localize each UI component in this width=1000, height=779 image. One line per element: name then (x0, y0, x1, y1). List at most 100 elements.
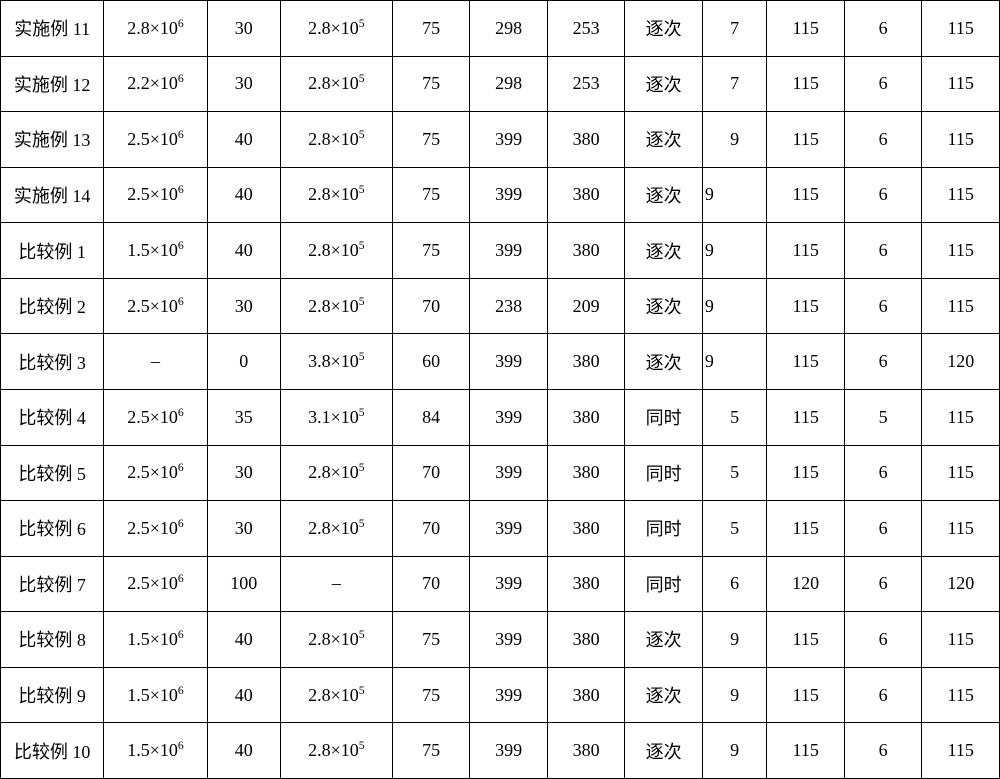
cell-c7: 逐次 (625, 167, 703, 223)
cell-c4: 75 (392, 112, 470, 168)
data-table-container: 实施例 112.8×106302.8×10575298253逐次71156115… (0, 0, 1000, 778)
cell-c6: 380 (547, 667, 625, 723)
cell-c1: 2.5×106 (104, 112, 207, 168)
cell-c6: 380 (547, 223, 625, 279)
cell-c3: 3.8×105 (280, 334, 392, 390)
table-row: 比较例 52.5×106302.8×10570399380同时51156115 (1, 445, 1000, 501)
cell-c3: 2.8×105 (280, 445, 392, 501)
cell-c10: 6 (844, 667, 922, 723)
cell-c4: 75 (392, 667, 470, 723)
cell-c4: 75 (392, 723, 470, 779)
cell-c9: 115 (767, 612, 845, 668)
table-body: 实施例 112.8×106302.8×10575298253逐次71156115… (1, 1, 1000, 779)
cell-c6: 380 (547, 501, 625, 557)
cell-c4: 70 (392, 278, 470, 334)
cell-c5: 298 (470, 56, 548, 112)
table-row: 实施例 122.2×106302.8×10575298253逐次71156115 (1, 56, 1000, 112)
cell-c6: 380 (547, 612, 625, 668)
cell-c5: 399 (470, 334, 548, 390)
cell-c7: 同时 (625, 445, 703, 501)
cell-c1: 2.5×106 (104, 501, 207, 557)
cell-c8: 9 (702, 278, 767, 334)
table-row: 比较例 91.5×106402.8×10575399380逐次91156115 (1, 667, 1000, 723)
cell-c3: 2.8×105 (280, 1, 392, 57)
cell-c10: 6 (844, 612, 922, 668)
cell-c7: 逐次 (625, 56, 703, 112)
cell-c9: 115 (767, 1, 845, 57)
cell-c8: 9 (702, 167, 767, 223)
cell-c2: 30 (207, 1, 280, 57)
cell-c2: 40 (207, 223, 280, 279)
cell-c2: 30 (207, 278, 280, 334)
cell-c6: 380 (547, 112, 625, 168)
cell-c11: 115 (922, 167, 1000, 223)
cell-c7: 逐次 (625, 112, 703, 168)
cell-c2: 0 (207, 334, 280, 390)
cell-c1: 1.5×106 (104, 612, 207, 668)
cell-c8: 5 (702, 501, 767, 557)
cell-c9: 115 (767, 56, 845, 112)
table-row: 比较例 42.5×106353.1×10584399380同时51155115 (1, 389, 1000, 445)
cell-c9: 115 (767, 445, 845, 501)
cell-c2: 30 (207, 56, 280, 112)
cell-c5: 238 (470, 278, 548, 334)
cell-c2: 30 (207, 501, 280, 557)
cell-c11: 115 (922, 223, 1000, 279)
cell-c2: 30 (207, 445, 280, 501)
cell-c8: 5 (702, 389, 767, 445)
cell-c7: 逐次 (625, 278, 703, 334)
cell-c1: 2.5×106 (104, 167, 207, 223)
cell-c8: 7 (702, 1, 767, 57)
data-table: 实施例 112.8×106302.8×10575298253逐次71156115… (0, 0, 1000, 779)
cell-c10: 6 (844, 334, 922, 390)
table-row: 比较例 72.5×106100–70399380同时61206120 (1, 556, 1000, 612)
cell-c4: 70 (392, 501, 470, 557)
cell-c2: 40 (207, 667, 280, 723)
cell-c11: 115 (922, 112, 1000, 168)
cell-c4: 75 (392, 167, 470, 223)
cell-c5: 399 (470, 667, 548, 723)
cell-c1: 1.5×106 (104, 723, 207, 779)
cell-c7: 同时 (625, 389, 703, 445)
cell-c8: 6 (702, 556, 767, 612)
cell-c9: 115 (767, 723, 845, 779)
cell-c1: 2.5×106 (104, 556, 207, 612)
cell-c9: 115 (767, 667, 845, 723)
cell-c6: 253 (547, 56, 625, 112)
cell-c5: 298 (470, 1, 548, 57)
cell-c11: 115 (922, 1, 1000, 57)
cell-c7: 逐次 (625, 723, 703, 779)
cell-c4: 60 (392, 334, 470, 390)
cell-c11: 115 (922, 667, 1000, 723)
cell-c3: 2.8×105 (280, 223, 392, 279)
cell-c1: 2.5×106 (104, 445, 207, 501)
cell-c3: 2.8×105 (280, 723, 392, 779)
cell-c5: 399 (470, 445, 548, 501)
cell-c5: 399 (470, 167, 548, 223)
table-row: 实施例 132.5×106402.8×10575399380逐次91156115 (1, 112, 1000, 168)
cell-c11: 115 (922, 56, 1000, 112)
cell-c1: 2.2×106 (104, 56, 207, 112)
cell-c4: 84 (392, 389, 470, 445)
cell-c2: 40 (207, 112, 280, 168)
cell-c10: 6 (844, 723, 922, 779)
row-label: 实施例 11 (1, 1, 104, 57)
cell-c1: 1.5×106 (104, 223, 207, 279)
cell-c3: 2.8×105 (280, 612, 392, 668)
row-label: 比较例 10 (1, 723, 104, 779)
cell-c8: 9 (702, 667, 767, 723)
cell-c11: 115 (922, 501, 1000, 557)
cell-c4: 75 (392, 56, 470, 112)
cell-c3: 2.8×105 (280, 667, 392, 723)
cell-c2: 100 (207, 556, 280, 612)
table-row: 比较例 3–03.8×10560399380逐次91156120 (1, 334, 1000, 390)
cell-c10: 6 (844, 556, 922, 612)
cell-c3: 2.8×105 (280, 56, 392, 112)
cell-c7: 逐次 (625, 612, 703, 668)
cell-c10: 6 (844, 501, 922, 557)
row-label: 实施例 14 (1, 167, 104, 223)
cell-c11: 120 (922, 556, 1000, 612)
cell-c7: 逐次 (625, 1, 703, 57)
cell-c3: 3.1×105 (280, 389, 392, 445)
row-label: 实施例 13 (1, 112, 104, 168)
